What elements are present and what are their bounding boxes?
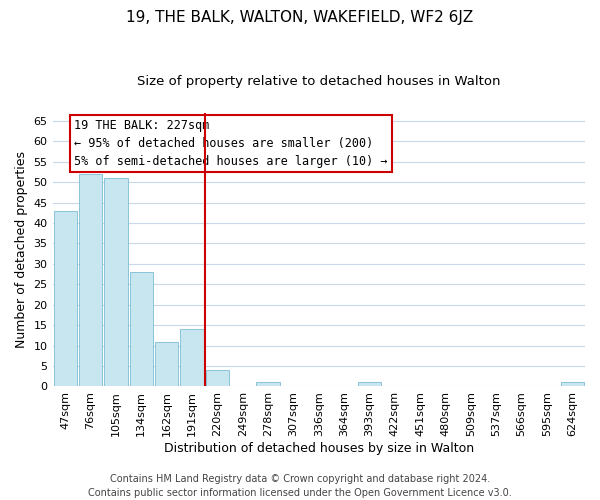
Text: 19 THE BALK: 227sqm
← 95% of detached houses are smaller (200)
5% of semi-detach: 19 THE BALK: 227sqm ← 95% of detached ho… — [74, 119, 388, 168]
Bar — [155, 342, 178, 386]
Bar — [256, 382, 280, 386]
Bar — [560, 382, 584, 386]
Bar — [130, 272, 153, 386]
Bar — [206, 370, 229, 386]
Bar — [104, 178, 128, 386]
Title: Size of property relative to detached houses in Walton: Size of property relative to detached ho… — [137, 75, 500, 88]
Text: 19, THE BALK, WALTON, WAKEFIELD, WF2 6JZ: 19, THE BALK, WALTON, WAKEFIELD, WF2 6JZ — [127, 10, 473, 25]
X-axis label: Distribution of detached houses by size in Walton: Distribution of detached houses by size … — [164, 442, 474, 455]
Bar — [181, 330, 203, 386]
Y-axis label: Number of detached properties: Number of detached properties — [15, 151, 28, 348]
Bar — [358, 382, 381, 386]
Bar — [53, 211, 77, 386]
Text: Contains HM Land Registry data © Crown copyright and database right 2024.
Contai: Contains HM Land Registry data © Crown c… — [88, 474, 512, 498]
Bar — [79, 174, 102, 386]
